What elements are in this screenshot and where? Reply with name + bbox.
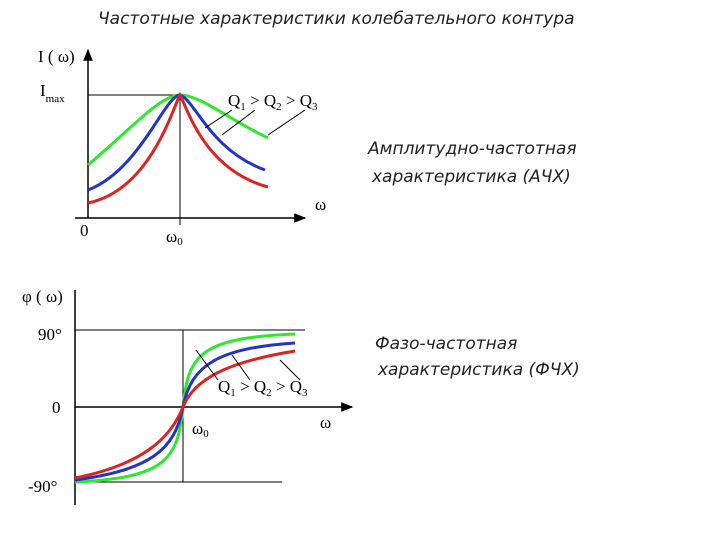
caption: Амплитудно-частотная [367, 139, 577, 159]
label-part: 2 [276, 101, 282, 113]
leader [267, 109, 306, 136]
curve-q2 [74, 341, 296, 482]
x-label: ω [315, 195, 326, 214]
label-part: ω [192, 419, 203, 438]
y-label: φ ( ω) [22, 287, 63, 306]
label-part: Q [218, 377, 230, 396]
amplitude-diagram: I ( ω) Imax 0 ω0 ω Q1 > Q2 > Q3 Амплитуд… [38, 47, 577, 248]
omega0-label: ω0 [192, 419, 209, 440]
label-part: > Q [236, 377, 266, 396]
label-part: > Q [272, 377, 302, 396]
label-part: 1 [240, 101, 246, 113]
curve-q1 [87, 91, 269, 205]
leader [221, 109, 256, 136]
label-part: ω [166, 227, 177, 246]
y-label: I ( ω) [38, 47, 75, 66]
leader [195, 349, 219, 381]
zero-label: 0 [80, 221, 89, 240]
label-part: I [40, 81, 46, 100]
phase-diagram: φ ( ω) 90° 0 -90° ω0 ω Q1 > Q2 > Q3 Фазо… [22, 287, 580, 505]
caption: характеристика (ФЧХ) [377, 360, 580, 380]
imax-label: Imax [40, 81, 65, 105]
label-part: max [46, 93, 65, 105]
label-part: > Q [282, 91, 312, 110]
leader [204, 109, 233, 129]
label-part: Q [228, 91, 240, 110]
curve-q3 [74, 349, 296, 480]
leader [279, 359, 301, 381]
zero-label: 0 [52, 398, 61, 417]
caption: характеристика (АЧХ) [371, 167, 571, 187]
leader [231, 354, 251, 381]
omega0-label: ω0 [166, 227, 183, 248]
label-part: 0 [203, 428, 209, 440]
label-part: > Q [246, 91, 276, 110]
q-order: Q1 > Q2 > Q3 [228, 91, 318, 113]
plus90-label: 90° [38, 325, 62, 344]
x-label: ω [320, 413, 331, 432]
minus90-label: -90° [28, 477, 57, 496]
q-order: Q1 > Q2 > Q3 [218, 377, 308, 399]
label-part: 3 [312, 101, 318, 113]
label-part: 2 [266, 387, 272, 399]
slide-title: Частотные характеристики колебательного … [98, 9, 575, 29]
label-part: 1 [230, 387, 236, 399]
caption: Фазо-частотная [375, 334, 517, 354]
label-part: 0 [177, 236, 183, 248]
label-part: 3 [302, 387, 308, 399]
